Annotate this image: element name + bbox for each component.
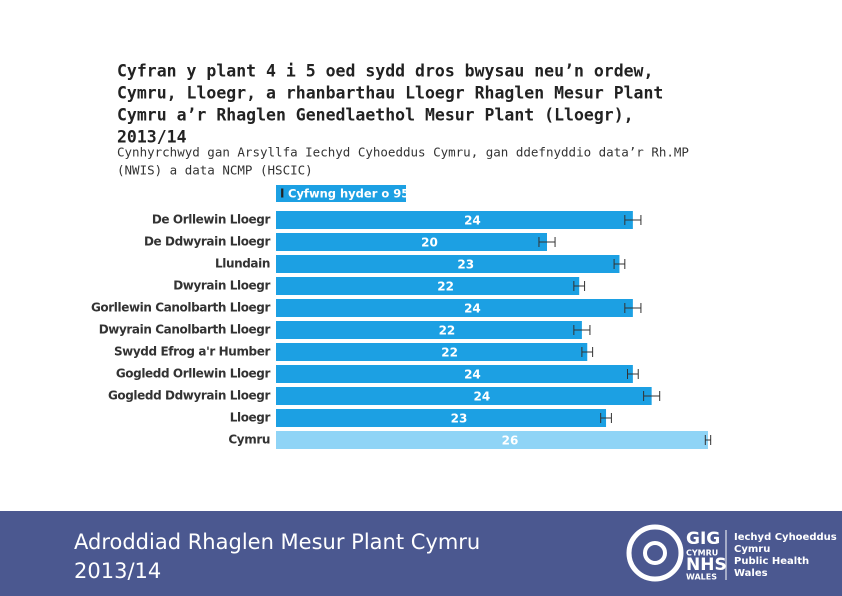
bar: [276, 409, 607, 427]
category-label: Gorllewin Canolbarth Lloegr: [91, 301, 270, 315]
category-label: Dwyrain Lloegr: [173, 279, 270, 293]
logo-text: WALES: [686, 573, 717, 582]
category-label: Gogledd Ddwyrain Lloegr: [108, 389, 271, 403]
error-bar: [581, 347, 594, 357]
bar: [276, 211, 633, 229]
value-label: 22: [441, 346, 458, 360]
bar: [276, 321, 582, 339]
value-label: 24: [473, 390, 490, 404]
category-label: Lloegr: [230, 411, 271, 425]
category-label: Llundain: [215, 257, 270, 271]
error-bar: [613, 259, 626, 269]
logo-text: Iechyd Cyhoeddus: [734, 532, 837, 543]
subtitle-line: (NWIS) a data NCMP (HSCIC): [117, 163, 313, 178]
footer-band: [0, 511, 842, 596]
error-bar: [643, 391, 661, 401]
legend-box: [276, 185, 406, 202]
category-label: Dwyrain Canolbarth Lloegr: [99, 323, 271, 337]
bar: [276, 299, 633, 317]
legend-symbol: I: [280, 187, 284, 201]
value-label: 20: [421, 236, 438, 250]
value-label: 24: [464, 368, 481, 382]
error-bar: [624, 303, 642, 313]
category-label: Gogledd Orllewin Lloegr: [116, 367, 271, 381]
error-bar: [704, 435, 712, 445]
logo-text: NHS: [686, 555, 727, 575]
bar: [276, 387, 652, 405]
error-bar: [627, 369, 639, 379]
bar: [276, 233, 548, 251]
error-bar: [624, 215, 642, 225]
value-label: 23: [457, 258, 474, 272]
legend-label: Cyfwng hyder o 95%: [288, 187, 421, 201]
error-bar: [600, 413, 612, 423]
value-label: 22: [437, 280, 454, 294]
category-label: De Ddwyrain Lloegr: [144, 235, 271, 249]
bar: [276, 431, 708, 449]
value-label: 23: [451, 412, 468, 426]
error-bar: [573, 281, 586, 291]
value-label: 24: [464, 214, 481, 228]
title-line: Cymru, Lloegr, a rhanbarthau Lloegr Rhag…: [117, 84, 663, 103]
value-label: 24: [464, 302, 481, 316]
logo-emblem-inner: [643, 541, 667, 565]
logo-text: Wales: [734, 568, 768, 579]
title-line: Cymru a’r Rhaglen Genedlaethol Mesur Pla…: [117, 106, 634, 125]
value-label: 26: [502, 434, 519, 448]
logo-text: Cymru: [734, 544, 770, 555]
title-line: Cyfran y plant 4 i 5 oed sydd dros bwysa…: [117, 62, 653, 81]
error-bar: [573, 325, 591, 335]
category-label: De Orllewin Lloegr: [152, 213, 271, 227]
bar: [276, 277, 580, 295]
logo-text: CYMRU: [686, 549, 718, 558]
bar: [276, 255, 620, 273]
error-bar: [538, 237, 556, 247]
logo-emblem: [626, 524, 684, 582]
category-label: Cymru: [228, 433, 270, 447]
footer-text: 2013/14: [74, 559, 161, 583]
bar: [276, 365, 633, 383]
logo: [626, 524, 727, 582]
value-label: 22: [439, 324, 456, 338]
category-label: Swydd Efrog a'r Humber: [114, 345, 271, 359]
subtitle-line: Cynhyrchwyd gan Arsyllfa Iechyd Cyhoeddu…: [117, 145, 689, 160]
logo-text: Public Health: [734, 556, 809, 567]
title-line: 2013/14: [117, 128, 187, 147]
footer-text: Adroddiad Rhaglen Mesur Plant Cymru: [74, 530, 480, 554]
bar: [276, 343, 588, 361]
logo-text: GIG: [686, 529, 720, 549]
